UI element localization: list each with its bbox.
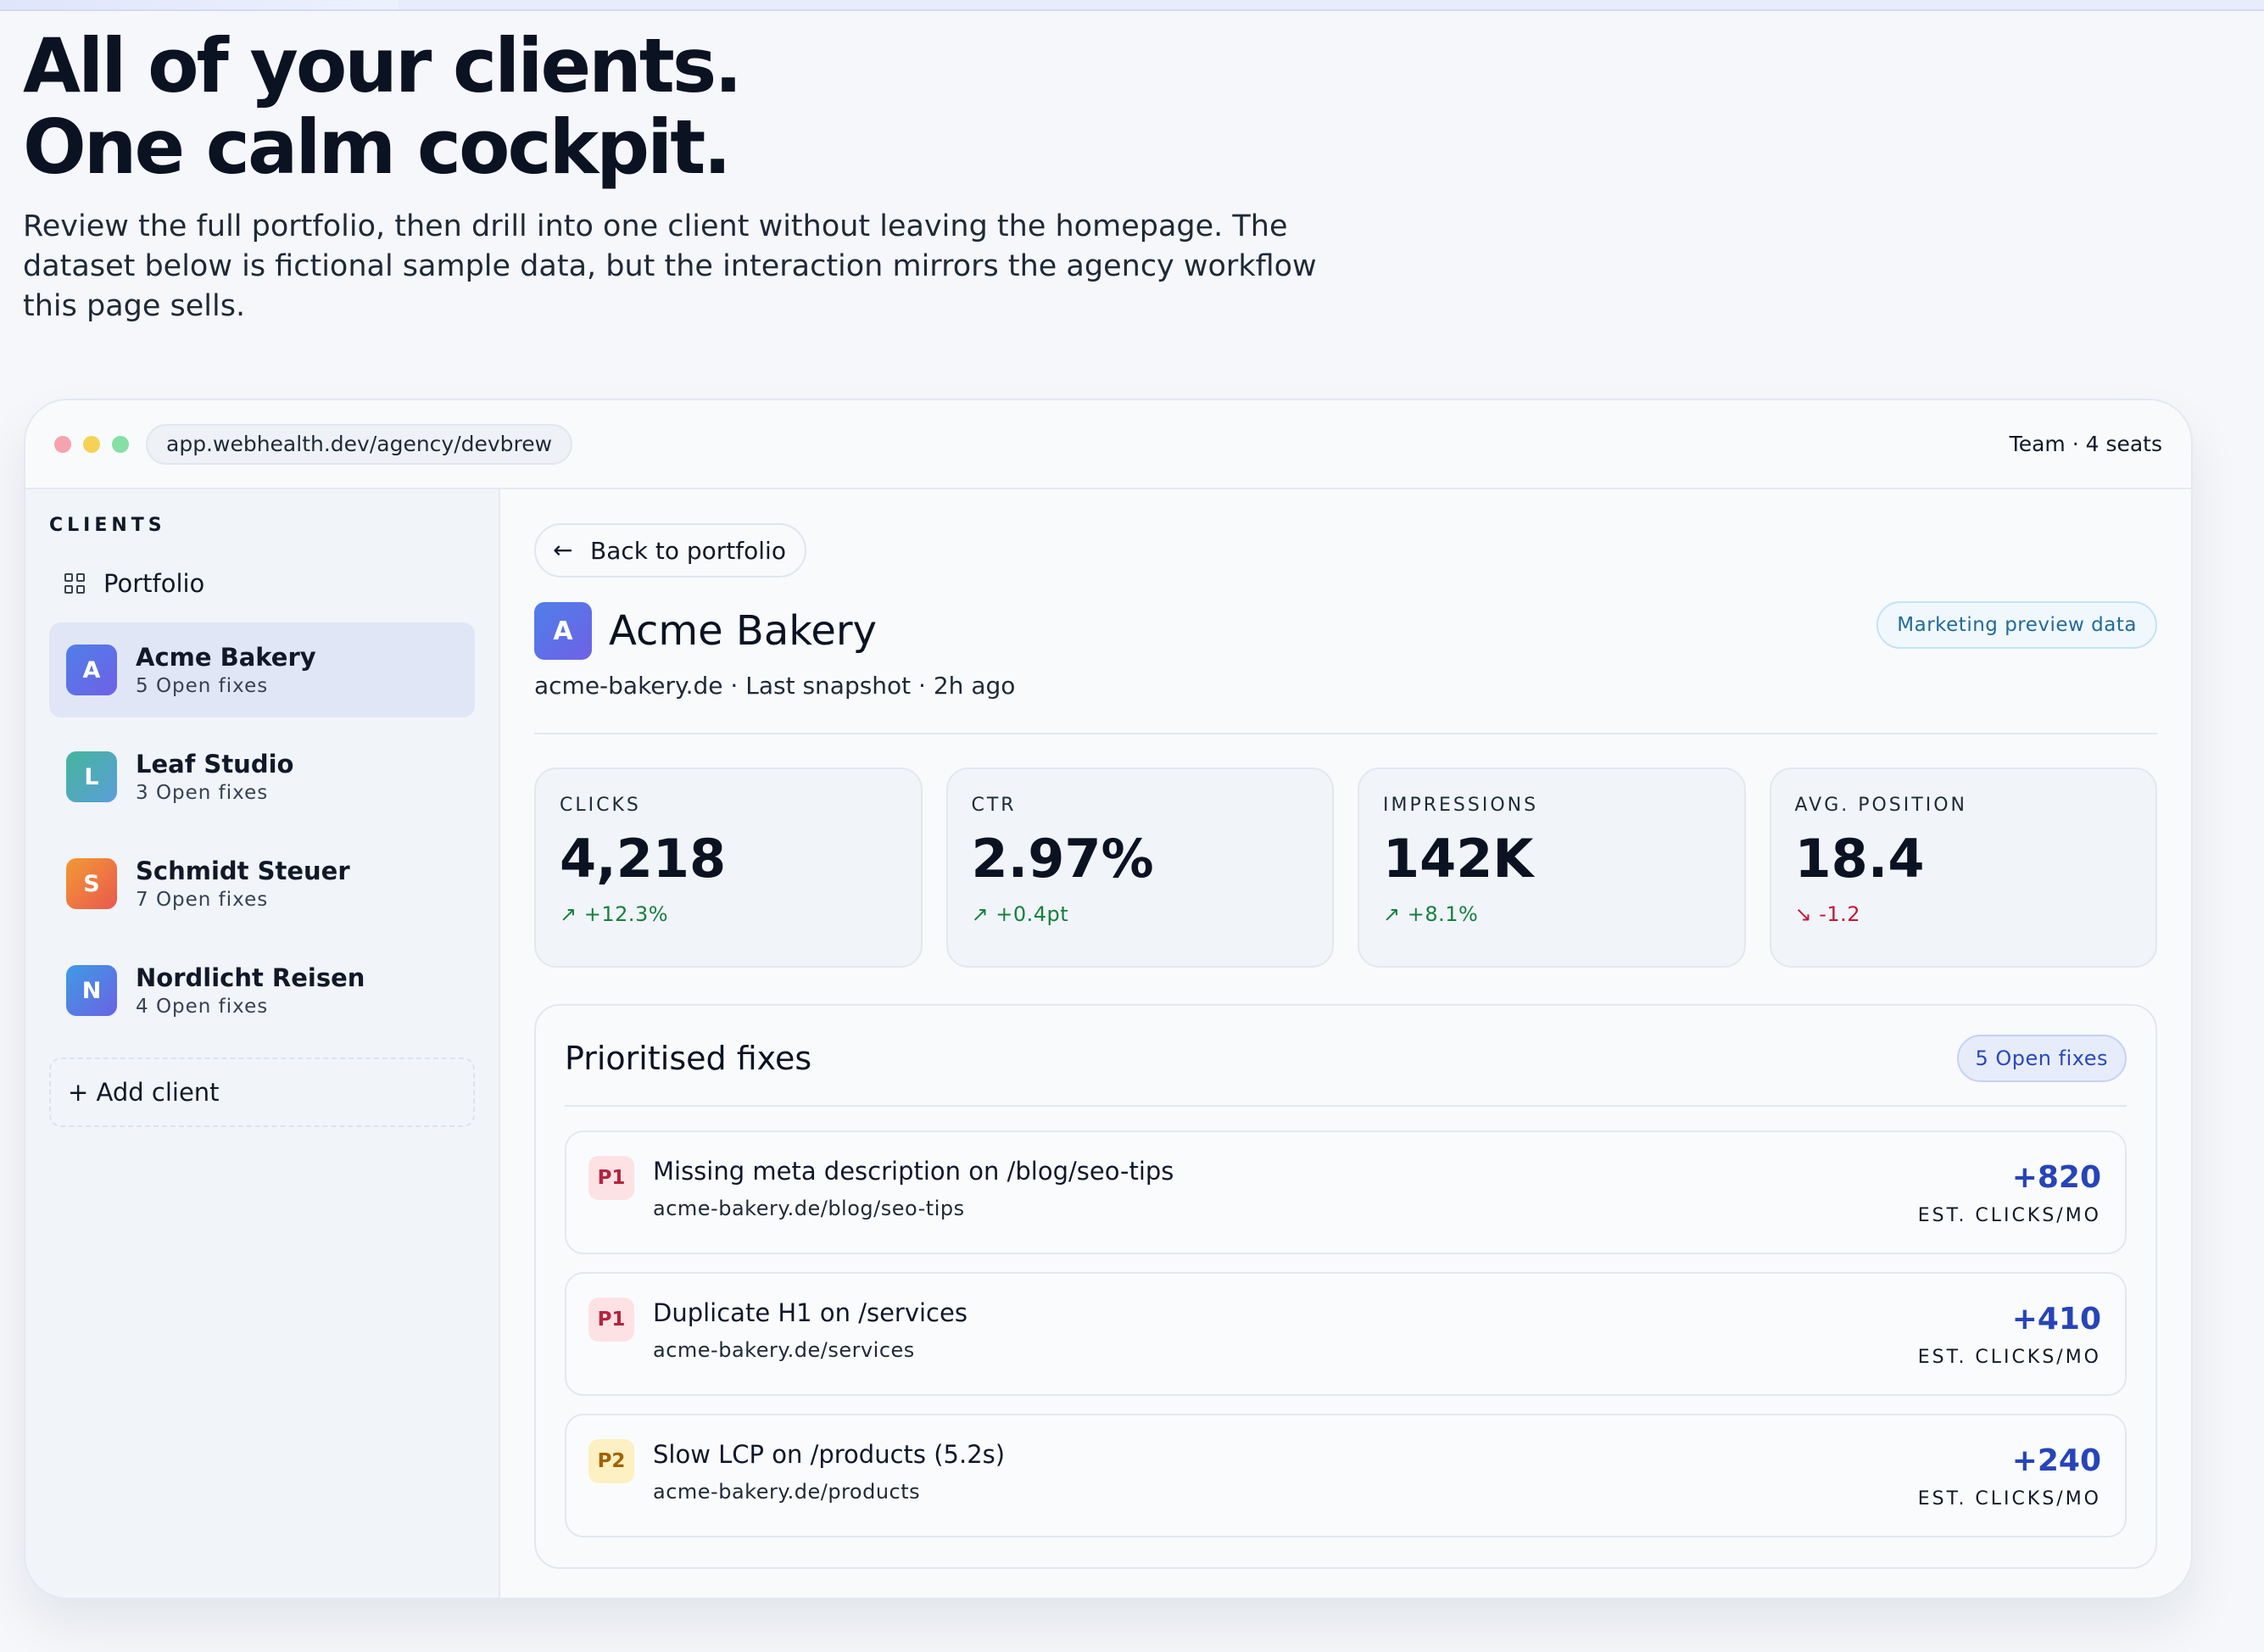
fix-url: acme-bakery.de/products	[653, 1480, 921, 1504]
team-seats-label: Team · 4 seats	[2009, 432, 2162, 456]
priority-badge: P1	[588, 1156, 634, 1200]
open-fixes-badge: 5 Open fixes	[1956, 1035, 2127, 1082]
client-name: Acme Bakery	[136, 643, 316, 672]
stat-card-impressions: IMPRESSIONS 142K ↗ +8.1%	[1358, 767, 1746, 968]
fix-title: Missing meta description on /blog/seo-ti…	[653, 1157, 1174, 1186]
fixes-title: Prioritised fixes	[565, 1040, 812, 1077]
fix-est-clicks-label: EST. CLICKS/MO	[1917, 1205, 2101, 1226]
fix-item[interactable]: P1 Duplicate H1 on /services acme-bakery…	[565, 1272, 2127, 1396]
hero-description: Review the full portfolio, then drill in…	[23, 209, 1317, 323]
address-bar[interactable]: app.webhealth.dev/agency/devbrew	[146, 424, 573, 465]
sidebar-item-schmidt-steuer[interactable]: S Schmidt Steuer 7 Open fixes	[49, 836, 475, 931]
client-name: Leaf Studio	[136, 750, 294, 779]
maximize-window-dot[interactable]	[112, 436, 129, 453]
back-label: Back to portfolio	[590, 536, 786, 565]
client-avatar: N	[66, 965, 117, 1016]
fix-item[interactable]: P1 Missing meta description on /blog/seo…	[565, 1130, 2127, 1254]
fix-est-clicks: +820	[2011, 1160, 2101, 1195]
stat-card-clicks: CLICKS 4,218 ↗ +12.3%	[534, 767, 923, 968]
minimize-window-dot[interactable]	[83, 436, 100, 453]
sidebar-item-nordlicht-reisen[interactable]: N Nordlicht Reisen 4 Open fixes	[49, 943, 475, 1038]
client-detail-panel: ← Back to portfolio A Acme Bakery acme-b…	[500, 489, 2191, 1598]
portfolio-label: Portfolio	[103, 569, 205, 598]
stat-label: CLICKS	[560, 795, 641, 816]
client-open-fixes: 3 Open fixes	[136, 782, 269, 804]
hero-title: All of your clients. One calm cockpit.	[23, 25, 1380, 188]
clients-sidebar: CLIENTS Portfolio A Acme Bakery 5 Open f…	[25, 489, 500, 1598]
add-client-button[interactable]: + Add client	[49, 1058, 475, 1127]
grid-icon	[64, 573, 85, 594]
stat-label: IMPRESSIONS	[1383, 795, 1539, 816]
stat-label: AVG. POSITION	[1794, 795, 1967, 816]
client-title: Acme Bakery	[609, 607, 878, 655]
fix-est-clicks: +240	[2011, 1443, 2101, 1478]
top-accent-bar	[0, 0, 2264, 11]
hero-title-line-2: One calm cockpit.	[23, 103, 732, 191]
divider	[565, 1105, 2127, 1107]
stat-value: 2.97%	[971, 828, 1154, 890]
stat-value: 142K	[1383, 828, 1534, 890]
arrow-left-icon: ←	[553, 536, 573, 564]
stat-delta: ↗ +12.3%	[560, 902, 921, 926]
stat-delta-value: -1.2	[1819, 902, 1861, 926]
prioritised-fixes-card: Prioritised fixes 5 Open fixes P1 Missin…	[534, 1004, 2157, 1569]
client-open-fixes: 5 Open fixes	[136, 675, 269, 697]
fix-est-clicks-label: EST. CLICKS/MO	[1917, 1488, 2101, 1510]
stat-delta-value: +8.1%	[1407, 902, 1479, 926]
fix-title: Slow LCP on /products (5.2s)	[653, 1440, 1006, 1469]
hero-section: All of your clients. One calm cockpit. R…	[23, 25, 1380, 326]
stat-delta: ↗ +8.1%	[1383, 902, 1744, 926]
back-to-portfolio-button[interactable]: ← Back to portfolio	[534, 523, 806, 578]
client-name: Nordlicht Reisen	[136, 963, 365, 992]
stat-value: 18.4	[1794, 828, 1925, 890]
client-avatar: S	[66, 858, 117, 909]
fix-url: acme-bakery.de/blog/seo-tips	[653, 1197, 965, 1220]
stats-row: CLICKS 4,218 ↗ +12.3% CTR 2.97% ↗ +0.4pt…	[534, 767, 2157, 968]
stat-card-avg-position: AVG. POSITION 18.4 ↘ -1.2	[1769, 767, 2157, 968]
trend-up-icon: ↗	[1383, 902, 1401, 926]
divider	[534, 733, 2157, 734]
stat-delta-value: +12.3%	[583, 902, 669, 926]
sidebar-item-portfolio[interactable]: Portfolio	[49, 557, 473, 610]
preview-data-badge: Marketing preview data	[1876, 601, 2157, 649]
trend-down-icon: ↘	[1794, 902, 1813, 926]
app-window: app.webhealth.dev/agency/devbrew Team · …	[24, 399, 2193, 1599]
hero-title-line-1: All of your clients.	[23, 22, 743, 109]
trend-up-icon: ↗	[560, 902, 577, 926]
priority-badge: P1	[588, 1298, 634, 1342]
client-open-fixes: 7 Open fixes	[136, 889, 269, 911]
trend-up-icon: ↗	[971, 902, 990, 926]
stat-label: CTR	[971, 795, 1017, 816]
stat-delta: ↗ +0.4pt	[972, 902, 1333, 926]
sidebar-item-leaf-studio[interactable]: L Leaf Studio 3 Open fixes	[49, 729, 475, 824]
client-avatar: A	[66, 645, 117, 695]
fix-title: Duplicate H1 on /services	[653, 1298, 967, 1327]
window-chrome: app.webhealth.dev/agency/devbrew Team · …	[25, 400, 2191, 489]
stat-delta-value: +0.4pt	[995, 902, 1069, 926]
stat-card-ctr: CTR 2.97% ↗ +0.4pt	[945, 767, 1334, 968]
fix-url: acme-bakery.de/services	[653, 1338, 915, 1362]
fix-est-clicks-label: EST. CLICKS/MO	[1917, 1347, 2101, 1368]
client-subtitle: acme-bakery.de · Last snapshot · 2h ago	[534, 672, 1016, 700]
close-window-dot[interactable]	[54, 436, 71, 453]
fix-item[interactable]: P2 Slow LCP on /products (5.2s) acme-bak…	[565, 1414, 2127, 1538]
stat-delta: ↘ -1.2	[1795, 902, 2156, 926]
priority-badge: P2	[588, 1439, 634, 1483]
client-avatar: L	[66, 751, 117, 802]
stat-value: 4,218	[560, 828, 727, 890]
sidebar-heading: CLIENTS	[49, 515, 166, 536]
fix-est-clicks: +410	[2011, 1302, 2101, 1337]
client-avatar-large: A	[534, 602, 592, 660]
client-open-fixes: 4 Open fixes	[136, 996, 269, 1018]
client-name: Schmidt Steuer	[136, 857, 350, 885]
sidebar-item-acme-bakery[interactable]: A Acme Bakery 5 Open fixes	[49, 622, 475, 717]
